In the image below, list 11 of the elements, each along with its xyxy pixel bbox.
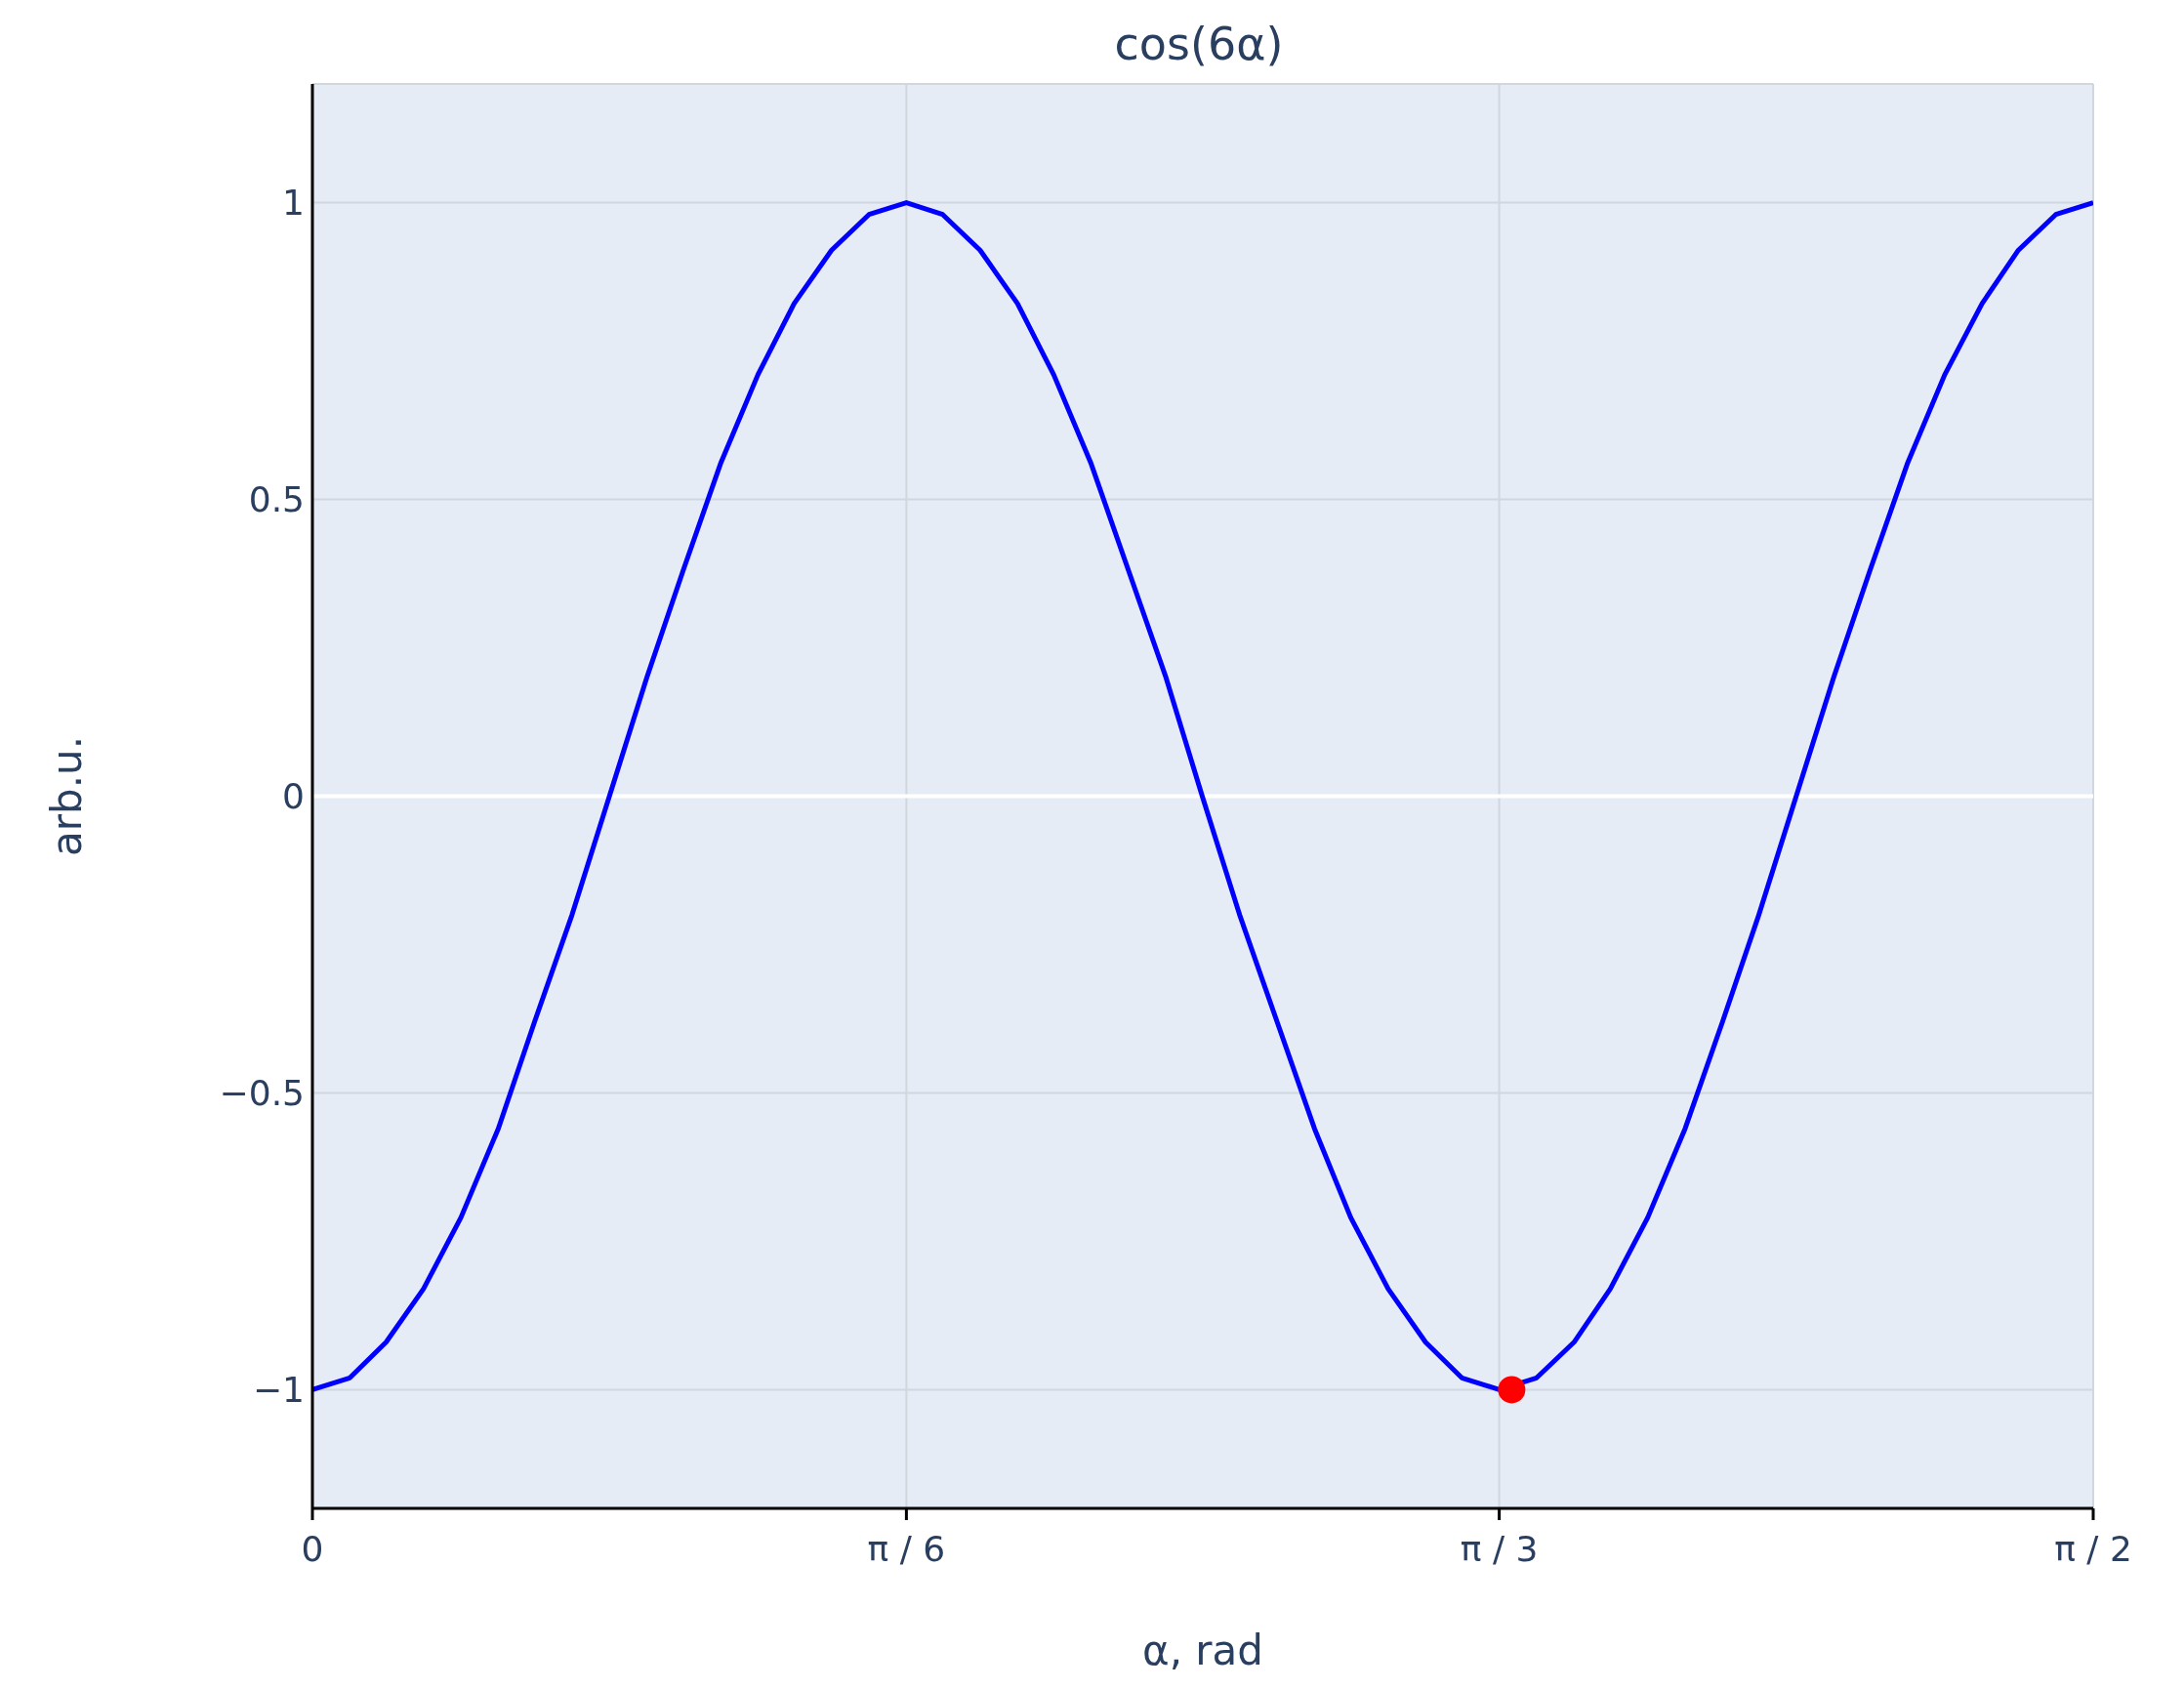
- y-tick-label: −0.5: [219, 1073, 305, 1114]
- y-axis-title: arb.u.: [42, 736, 91, 856]
- x-tick-label: π / 2: [2054, 1528, 2132, 1569]
- x-axis-title: α, rad: [1141, 1627, 1264, 1674]
- y-tick-label: 1: [282, 183, 305, 224]
- y-tick-label: −1: [252, 1370, 305, 1411]
- x-tick-label: π / 6: [867, 1528, 946, 1569]
- y-tick-label: 0.5: [248, 479, 305, 520]
- y-tick-label: 0: [282, 776, 305, 817]
- chart-title: cos(6α): [1113, 18, 1285, 70]
- x-tick-label: π / 3: [1460, 1528, 1539, 1569]
